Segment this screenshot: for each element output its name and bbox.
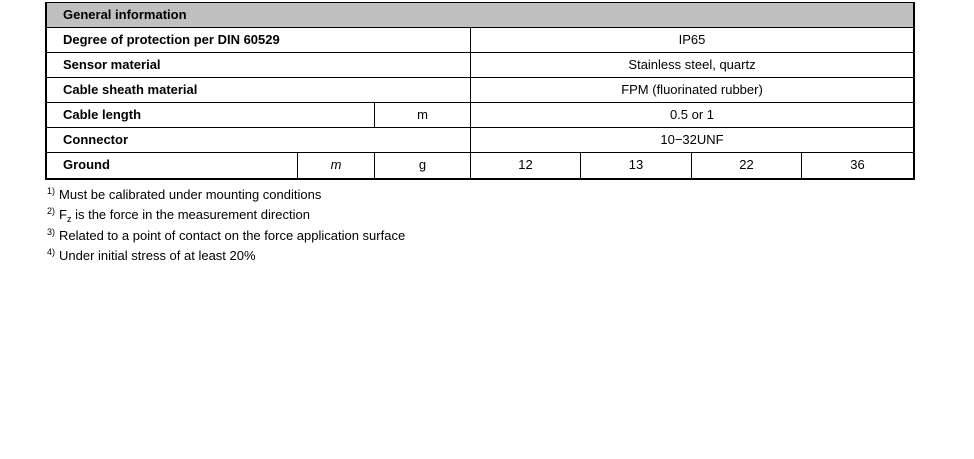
footnote: 1) Must be calibrated under mounting cond… bbox=[47, 186, 321, 202]
row-symbol: m bbox=[297, 153, 374, 178]
table-row: Ground m g 12 13 22 36 bbox=[47, 153, 913, 178]
row-label: Ground bbox=[63, 157, 110, 172]
footnote-mark: 3) bbox=[47, 227, 56, 237]
footnote-text: is the force in the measurement directio… bbox=[71, 207, 310, 222]
row-value: Stainless steel, quartz bbox=[470, 53, 913, 77]
table-row: Degree of protection per DIN 60529 IP65 bbox=[47, 28, 913, 53]
row-label: Connector bbox=[63, 132, 128, 147]
footnote-mark: 4) bbox=[47, 247, 56, 257]
row-value: FPM (fluorinated rubber) bbox=[470, 78, 913, 102]
section-header-row: General information bbox=[47, 3, 913, 28]
footnote-mark: 1) bbox=[47, 186, 56, 196]
row-unit: g bbox=[374, 153, 470, 178]
row-label: Sensor material bbox=[63, 57, 161, 72]
footnote-mark: 2) bbox=[47, 206, 56, 216]
footnote-symbol: F bbox=[59, 207, 67, 222]
footnote-text: Under initial stress of at least 20% bbox=[59, 248, 256, 263]
table-row: Connector 10−32UNF bbox=[47, 128, 913, 153]
row-label: Degree of protection per DIN 60529 bbox=[63, 32, 280, 47]
table-row: Sensor material Stainless steel, quartz bbox=[47, 53, 913, 78]
row-label: Cable sheath material bbox=[63, 82, 198, 97]
row-label: Cable length bbox=[63, 107, 142, 122]
row-value: 12 bbox=[470, 153, 580, 178]
footnote-subscript: z bbox=[66, 214, 72, 224]
row-value: 0.5 or 1 bbox=[470, 103, 913, 127]
footnote: 3) Related to a point of contact on the f… bbox=[47, 227, 405, 243]
footnote: 4) Under initial stress of at least 20% bbox=[47, 247, 256, 263]
table-row: Cable sheath material FPM (fluorinated r… bbox=[47, 78, 913, 103]
row-value: IP65 bbox=[470, 28, 913, 52]
general-information-table: General information Degree of protection… bbox=[45, 2, 915, 180]
row-unit: m bbox=[374, 103, 470, 127]
row-value: 22 bbox=[691, 153, 801, 178]
row-value: 13 bbox=[580, 153, 691, 178]
row-value: 36 bbox=[801, 153, 913, 178]
footnote-text: Must be calibrated under mounting condit… bbox=[59, 187, 322, 202]
footnote: 2) Fz is the force in the measurement dir… bbox=[47, 206, 310, 224]
section-title: General information bbox=[63, 7, 187, 22]
table-row: Cable length m 0.5 or 1 bbox=[47, 103, 913, 128]
footnote-text: Related to a point of contact on the for… bbox=[59, 228, 406, 243]
row-value: 10−32UNF bbox=[470, 128, 913, 152]
